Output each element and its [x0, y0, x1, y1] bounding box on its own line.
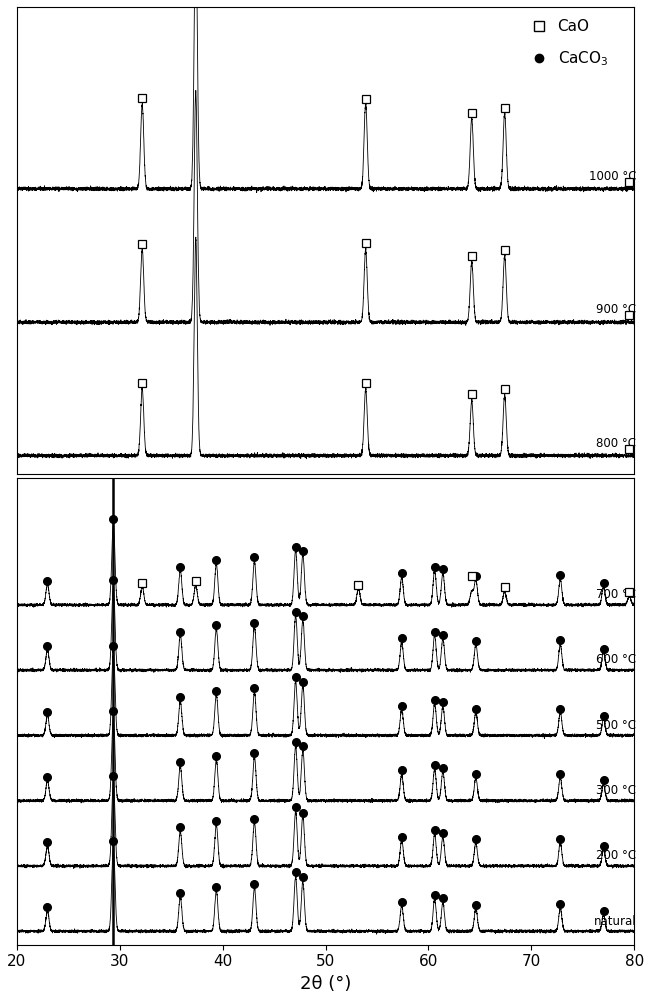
Text: natural: natural: [594, 915, 637, 928]
Text: 900 °C: 900 °C: [596, 303, 637, 316]
Text: 300 °C: 300 °C: [596, 784, 637, 797]
Text: 200 °C: 200 °C: [596, 849, 637, 862]
X-axis label: 2θ (°): 2θ (°): [300, 975, 351, 993]
Text: 800 °C: 800 °C: [596, 437, 637, 450]
Text: 1000 °C: 1000 °C: [589, 170, 637, 183]
Legend: CaO, CaCO$_3$: CaO, CaCO$_3$: [530, 19, 608, 68]
Text: 600 °C: 600 °C: [596, 653, 637, 666]
Text: 700 °C: 700 °C: [596, 588, 637, 601]
Text: 500 °C: 500 °C: [596, 719, 637, 732]
